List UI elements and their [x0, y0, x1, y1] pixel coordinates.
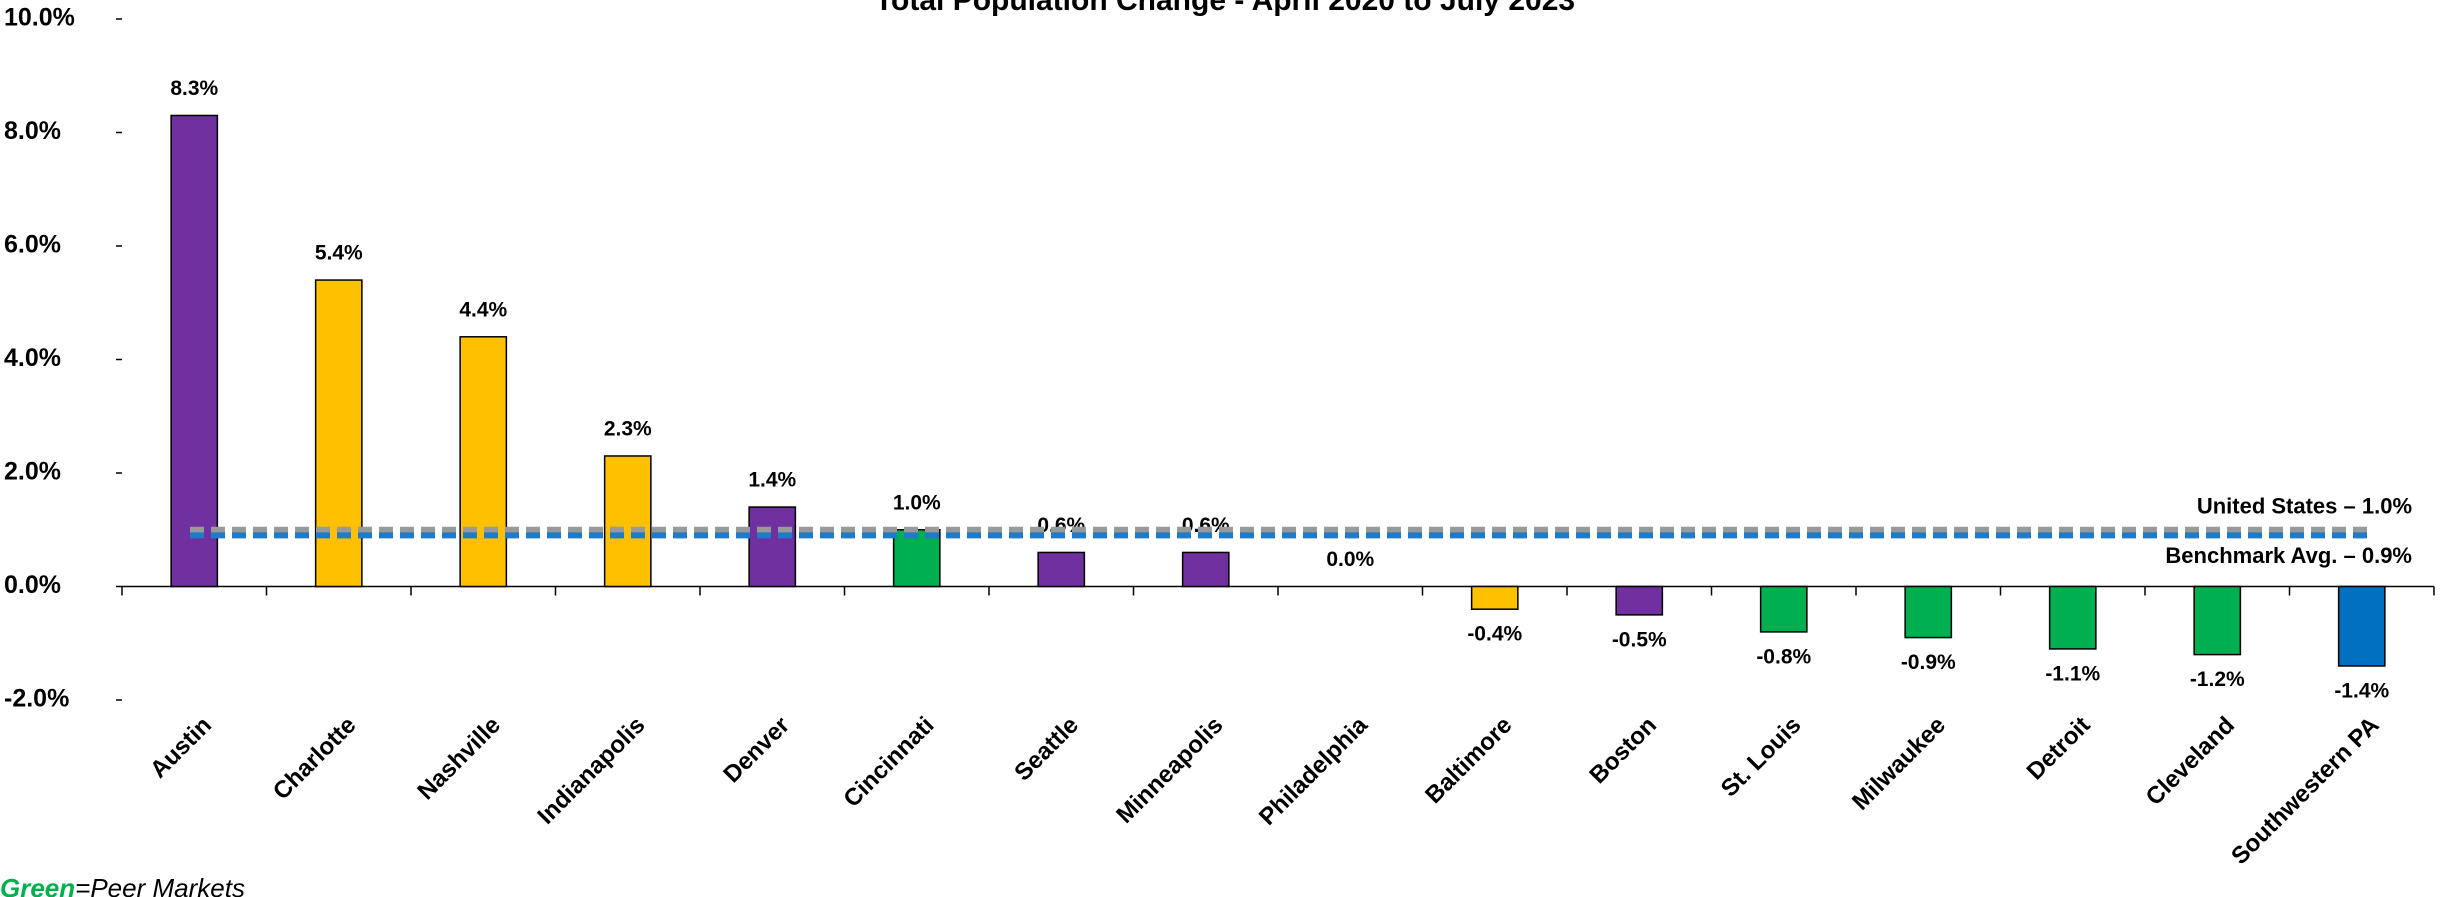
y-tick-label: 2.0%: [4, 458, 61, 486]
bar: [1759, 585, 1808, 633]
value-label: 0.6%: [1182, 514, 1230, 537]
value-label: 4.4%: [459, 298, 507, 321]
footnote-highlight: Green: [0, 873, 75, 897]
value-label: 8.3%: [170, 77, 218, 100]
bar: [1615, 585, 1664, 616]
bar: [2193, 585, 2242, 656]
reference-label: United States – 1.0%: [2197, 494, 2412, 519]
y-tick-label: 10.0%: [4, 4, 75, 32]
bar: [1037, 551, 1086, 588]
value-label: -1.2%: [2190, 668, 2245, 691]
value-label: 0.0%: [1326, 548, 1374, 571]
x-tick-label: Detroit: [2022, 712, 2096, 786]
x-tick-label: Cincinnati: [838, 712, 939, 813]
value-label: -0.8%: [1756, 645, 1811, 668]
bar: [1181, 551, 1230, 588]
x-tick-label: St. Louis: [1716, 712, 1807, 803]
value-label: 1.0%: [893, 491, 941, 514]
x-tick-label: Minneapolis: [1111, 712, 1228, 829]
bar: [603, 455, 652, 588]
x-tick-label: Milwaukee: [1847, 712, 1951, 816]
x-tick-label: Nashville: [412, 712, 506, 806]
bar: [459, 336, 508, 588]
x-tick-label: Charlotte: [268, 712, 362, 806]
bar: [748, 506, 797, 588]
value-label: -0.9%: [1901, 651, 1956, 674]
value-label: 5.4%: [315, 242, 363, 265]
value-label: -1.1%: [2045, 662, 2100, 685]
chart-title: Total Population Change - April 2020 to …: [875, 0, 1575, 17]
y-tick-label: 4.0%: [4, 344, 61, 372]
x-tick-label: Southwestern PA: [2226, 712, 2384, 870]
value-label: 2.3%: [604, 418, 652, 441]
x-tick-label: Baltimore: [1420, 712, 1517, 809]
y-tick-label: 6.0%: [4, 231, 61, 259]
y-tick-label: -2.0%: [4, 685, 69, 713]
bar: [2048, 585, 2097, 650]
bar: [1470, 585, 1519, 610]
value-label: -0.4%: [1467, 623, 1522, 646]
x-tick-label: Philadelphia: [1254, 711, 1374, 831]
bar: [314, 279, 363, 588]
x-tick-label: Denver: [718, 712, 795, 789]
value-label: -0.5%: [1612, 628, 1667, 651]
x-tick-label: Cleveland: [2141, 712, 2240, 811]
x-tick-label: Seattle: [1009, 712, 1084, 787]
x-tick-label: Indianapolis: [532, 712, 650, 830]
reference-label: Benchmark Avg. – 0.9%: [2165, 543, 2412, 568]
footnote: Green=Peer Markets: [0, 873, 245, 897]
bar: [2337, 585, 2386, 667]
x-tick-label: Austin: [145, 712, 217, 784]
value-label: 1.4%: [748, 469, 796, 492]
x-tick-label: Boston: [1584, 712, 1662, 790]
y-tick-label: 0.0%: [4, 571, 61, 599]
bar: [1904, 585, 1953, 639]
bar: [170, 114, 219, 588]
value-label: -1.4%: [2334, 679, 2389, 702]
y-tick-label: 8.0%: [4, 117, 61, 145]
footnote-text: =Peer Markets: [75, 873, 245, 897]
